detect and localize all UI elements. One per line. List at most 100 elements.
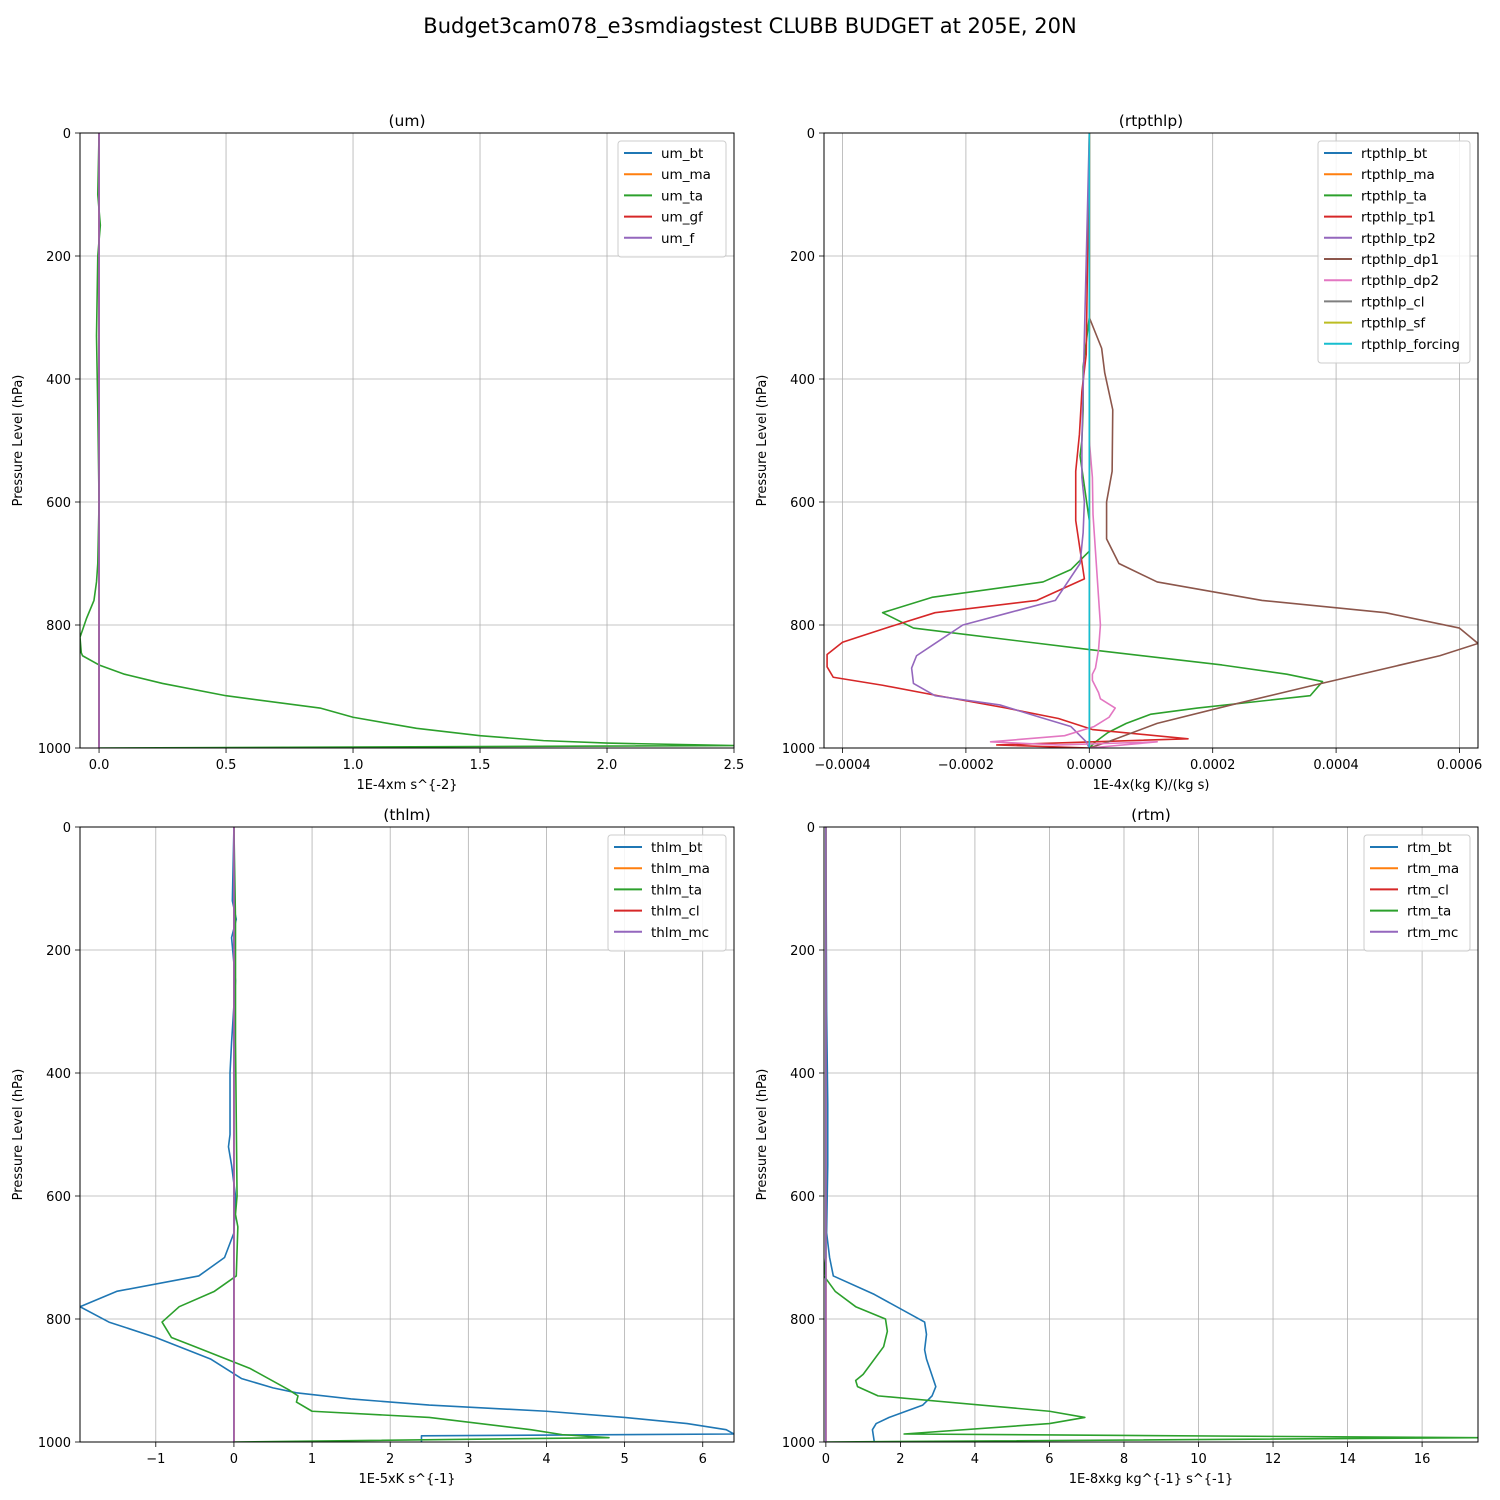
chart-panel-1: −0.0004 −0.0002 0.0000 0.0002 0.0004 0.0006 0 2…	[755, 112, 1482, 793]
legend-label: rtm_ma	[1407, 861, 1459, 877]
legend-label: rtm_ta	[1407, 904, 1451, 920]
chart-panel-2: −1 0 1 2 3 4 5 6 0 200 400 600 800 1000 (thlm) 1E-5xK s…	[11, 806, 735, 1487]
y-tick-label: 1000	[38, 742, 71, 757]
y-tick-label: 600	[46, 496, 71, 511]
x-tick-label: 6	[1045, 1452, 1053, 1467]
x-tick-label: 12	[1265, 1452, 1282, 1467]
series-group	[80, 827, 734, 1442]
legend-label: rtm_cl	[1407, 882, 1449, 898]
legend-label: um_gf	[661, 210, 704, 226]
axes-frame	[823, 826, 1479, 1443]
legend-label: um_ta	[661, 188, 703, 204]
x-tick-label: −0.0004	[814, 758, 870, 773]
y-tick-label: 0	[63, 821, 71, 836]
series-line-rtm_bt	[825, 827, 937, 1442]
y-tick-label: 600	[790, 1190, 815, 1205]
legend-box	[607, 834, 727, 952]
x-tick-label: 0.0000	[1067, 758, 1113, 773]
series-group	[826, 133, 1478, 748]
legend: um_bt um_ma um_ta um_gf um_f	[617, 140, 727, 258]
x-tick-label: 1	[308, 1452, 316, 1467]
x-tick-label: 4	[971, 1452, 979, 1467]
x-axis-label: 1E-4xm s^{-2}	[356, 778, 457, 793]
legend-label: thlm_ta	[651, 882, 702, 898]
y-tick-label: 400	[46, 373, 71, 388]
y-tick-label: 1000	[38, 1436, 71, 1451]
x-axis-label: 1E-8xkg kg^{-1} s^{-1}	[1069, 1472, 1234, 1487]
x-tick-label: 0.0006	[1437, 758, 1483, 773]
x-tick-label: −0.0002	[938, 758, 994, 773]
legend-label: thlm_cl	[651, 904, 700, 920]
legend: rtm_bt rtm_ma rtm_cl rtm_ta rtm_mc	[1363, 834, 1471, 952]
x-axis-label: 1E-5xK s^{-1}	[359, 1472, 456, 1487]
x-tick-label: 1.0	[343, 758, 364, 773]
legend-label: rtpthlp_bt	[1361, 146, 1427, 162]
legend: thlm_bt thlm_ma thlm_ta thlm_cl thlm_mc	[607, 834, 727, 952]
y-axis-label: Pressure Level (hPa)	[11, 1069, 26, 1201]
legend-label: rtm_bt	[1407, 840, 1452, 856]
y-tick-label: 600	[790, 496, 815, 511]
chart-title: (um)	[388, 112, 425, 130]
series-line-thlm_bt	[80, 827, 734, 1442]
legend-label: um_bt	[661, 146, 703, 162]
series-line-rtpthlp_dp2	[989, 133, 1158, 748]
x-tick-label: 0	[230, 1452, 238, 1467]
y-axis-label: Pressure Level (hPa)	[755, 1069, 770, 1201]
x-tick-label: 0	[822, 1452, 830, 1467]
chart-panel-3: 0 2 4 6 8 10 12 14 16 0 200 400 600 800 1000 (rtm) 1E-8x…	[755, 806, 1479, 1487]
y-tick-label: 0	[807, 821, 815, 836]
legend-label: rtpthlp_ta	[1361, 188, 1427, 204]
series-group	[824, 827, 1478, 1442]
axes-frame	[823, 132, 1479, 749]
legend-label: rtpthlp_forcing	[1361, 337, 1460, 353]
y-tick-label: 1000	[782, 742, 815, 757]
y-tick-label: 400	[790, 373, 815, 388]
legend-label: thlm_bt	[651, 840, 702, 856]
legend-label: rtm_mc	[1407, 925, 1458, 941]
series-line-rtm_ta	[824, 827, 1478, 1442]
axes-frame	[79, 826, 735, 1443]
chart-title: (thlm)	[383, 806, 430, 824]
x-tick-label: 16	[1414, 1452, 1431, 1467]
series-line-um_ta	[80, 133, 734, 748]
legend: rtpthlp_bt rtpthlp_ma rtpthlp_ta rtpthlp_tp…	[1317, 140, 1471, 364]
legend-box	[1317, 140, 1471, 364]
x-tick-label: 0.0002	[1190, 758, 1236, 773]
x-tick-label: 6	[699, 1452, 707, 1467]
legend-label: rtpthlp_dp2	[1361, 273, 1439, 289]
figure-title: Budget3cam078_e3smdiagstest CLUBB BUDGET…	[423, 14, 1077, 38]
y-tick-label: 1000	[782, 1436, 815, 1451]
x-tick-label: −1	[146, 1452, 165, 1467]
axes-frame	[79, 132, 735, 749]
x-tick-label: 2.0	[597, 758, 618, 773]
y-tick-label: 200	[46, 250, 71, 265]
legend-label: rtpthlp_sf	[1361, 316, 1426, 332]
legend-box	[617, 140, 727, 258]
series-group	[80, 133, 734, 748]
series-line-thlm_ta	[161, 827, 610, 1442]
y-tick-label: 800	[46, 619, 71, 634]
series-line-rtpthlp_tp2	[910, 133, 1091, 748]
y-tick-label: 0	[63, 127, 71, 142]
y-tick-label: 800	[46, 1313, 71, 1328]
x-tick-label: 8	[1120, 1452, 1128, 1467]
series-line-rtpthlp_ta	[881, 133, 1324, 748]
legend-label: um_ma	[661, 167, 711, 183]
legend-label: thlm_mc	[651, 925, 709, 941]
x-tick-label: 1.5	[470, 758, 491, 773]
y-tick-label: 400	[790, 1067, 815, 1082]
x-tick-label: 14	[1339, 1452, 1356, 1467]
y-tick-label: 800	[790, 619, 815, 634]
chart-panel-0: 0.0 0.5 1.0 1.5 2.0 2.5 0 200 400 600 800 1000 (um) 1…	[11, 112, 744, 793]
chart-title: (rtm)	[1131, 806, 1171, 824]
x-tick-label: 2.5	[724, 758, 745, 773]
y-tick-label: 200	[790, 944, 815, 959]
x-tick-label: 0.0	[89, 758, 110, 773]
y-tick-label: 800	[790, 1313, 815, 1328]
x-tick-label: 3	[464, 1452, 472, 1467]
y-axis-label: Pressure Level (hPa)	[11, 375, 26, 507]
x-tick-label: 2	[386, 1452, 394, 1467]
y-tick-label: 600	[46, 1190, 71, 1205]
y-tick-label: 0	[807, 127, 815, 142]
